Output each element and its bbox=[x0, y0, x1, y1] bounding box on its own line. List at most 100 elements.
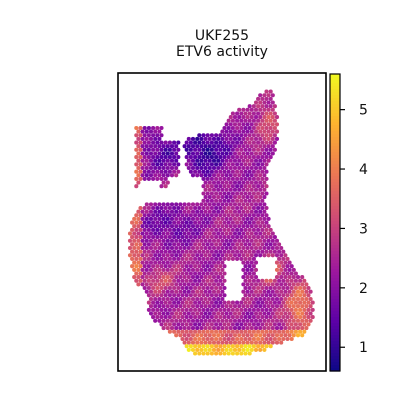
tissue-spot bbox=[136, 224, 140, 228]
tissue-spot bbox=[277, 301, 281, 305]
tissue-spot bbox=[252, 148, 256, 152]
tissue-spot bbox=[206, 228, 210, 232]
tissue-spot bbox=[174, 275, 178, 279]
tissue-spot bbox=[302, 315, 306, 319]
tissue-spot bbox=[214, 155, 218, 159]
tissue-spot bbox=[189, 271, 193, 275]
tissue-spot bbox=[258, 290, 262, 294]
tissue-spot bbox=[254, 261, 258, 265]
tissue-spot bbox=[176, 235, 180, 239]
tissue-spot bbox=[267, 319, 271, 323]
tissue-spot bbox=[193, 206, 197, 210]
tissue-spot bbox=[178, 261, 182, 265]
tissue-spot bbox=[254, 195, 258, 199]
tissue-spot bbox=[275, 290, 279, 294]
tissue-spot bbox=[212, 239, 216, 243]
tissue-spot bbox=[254, 202, 258, 206]
tissue-spot bbox=[132, 239, 136, 243]
tissue-spot bbox=[239, 133, 243, 137]
tissue-spot bbox=[162, 173, 166, 177]
tissue-spot bbox=[233, 181, 237, 185]
tissue-spot bbox=[168, 330, 172, 334]
tissue-spot bbox=[256, 221, 260, 225]
tissue-spot bbox=[185, 221, 189, 225]
tissue-spot bbox=[241, 166, 245, 170]
tissue-spot bbox=[222, 264, 226, 268]
tissue-spot bbox=[189, 330, 193, 334]
tissue-spot bbox=[178, 282, 182, 286]
tissue-spot bbox=[214, 162, 218, 166]
tissue-spot bbox=[130, 257, 134, 261]
tissue-spot bbox=[241, 261, 245, 265]
tissue-spot bbox=[237, 181, 241, 185]
tissue-spot bbox=[235, 148, 239, 152]
tissue-spot bbox=[271, 341, 275, 345]
tissue-spot bbox=[153, 311, 157, 315]
tissue-spot bbox=[170, 173, 174, 177]
tissue-spot bbox=[185, 264, 189, 268]
tissue-spot bbox=[214, 184, 218, 188]
tissue-spot bbox=[243, 337, 247, 341]
tissue-spot bbox=[279, 326, 283, 330]
tissue-spot bbox=[233, 195, 237, 199]
tissue-spot bbox=[246, 108, 250, 112]
tissue-spot bbox=[134, 126, 138, 130]
tissue-spot bbox=[264, 315, 268, 319]
tissue-spot bbox=[178, 224, 182, 228]
tissue-spot bbox=[216, 195, 220, 199]
tissue-spot bbox=[214, 228, 218, 232]
tissue-spot bbox=[281, 279, 285, 283]
tissue-spot bbox=[214, 330, 218, 334]
tissue-spot bbox=[216, 217, 220, 221]
tissue-spot bbox=[206, 264, 210, 268]
tissue-spot bbox=[130, 221, 134, 225]
tissue-spot bbox=[204, 282, 208, 286]
tissue-spot bbox=[302, 308, 306, 312]
tissue-spot bbox=[277, 257, 281, 261]
tissue-spot bbox=[269, 148, 273, 152]
tissue-spot bbox=[239, 155, 243, 159]
tissue-spot bbox=[170, 202, 174, 206]
tissue-spot bbox=[237, 137, 241, 141]
tissue-spot bbox=[248, 184, 252, 188]
tissue-spot bbox=[210, 191, 214, 195]
tissue-spot bbox=[302, 279, 306, 283]
tissue-spot bbox=[166, 246, 170, 250]
tissue-spot bbox=[218, 257, 222, 261]
tissue-spot bbox=[183, 341, 187, 345]
tissue-spot bbox=[151, 126, 155, 130]
tissue-spot bbox=[294, 315, 298, 319]
tissue-spot bbox=[225, 319, 229, 323]
tissue-spot bbox=[212, 311, 216, 315]
tissue-spot bbox=[187, 275, 191, 279]
tissue-spot bbox=[309, 319, 313, 323]
tissue-spot bbox=[136, 275, 140, 279]
tissue-spot bbox=[222, 170, 226, 174]
tissue-spot bbox=[159, 242, 163, 246]
tissue-spot bbox=[304, 297, 308, 301]
tissue-spot bbox=[199, 268, 203, 272]
tissue-spot bbox=[233, 166, 237, 170]
tissue-spot bbox=[189, 286, 193, 290]
tissue-spot bbox=[262, 159, 266, 163]
tissue-spot bbox=[159, 141, 163, 145]
tissue-spot bbox=[206, 315, 210, 319]
tissue-spot bbox=[218, 235, 222, 239]
tissue-spot bbox=[157, 202, 161, 206]
tissue-spot bbox=[170, 304, 174, 308]
tissue-spot bbox=[281, 257, 285, 261]
tissue-spot bbox=[208, 297, 212, 301]
tissue-spot bbox=[216, 297, 220, 301]
tissue-spot bbox=[258, 166, 262, 170]
tissue-spot bbox=[136, 246, 140, 250]
tissue-spot bbox=[170, 311, 174, 315]
tissue-spot bbox=[143, 206, 147, 210]
tissue-spot bbox=[258, 188, 262, 192]
tissue-spot bbox=[187, 159, 191, 163]
tissue-spot bbox=[201, 315, 205, 319]
tissue-spot bbox=[164, 264, 168, 268]
tissue-spot bbox=[141, 268, 145, 272]
tissue-spot bbox=[306, 308, 310, 312]
tissue-spot bbox=[195, 224, 199, 228]
tissue-spot bbox=[250, 159, 254, 163]
